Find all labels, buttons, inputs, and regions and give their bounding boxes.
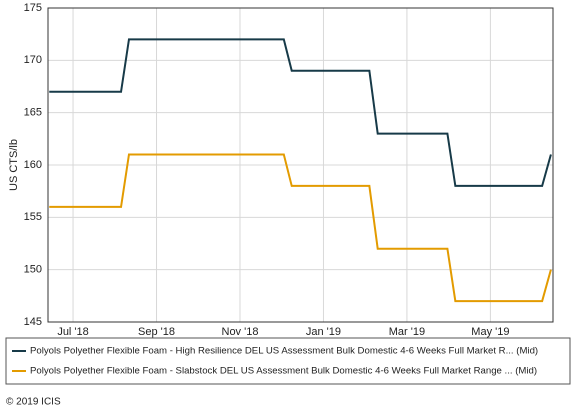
legend-box bbox=[5, 337, 571, 385]
series-line bbox=[49, 153, 552, 303]
y-tick-label: 170 bbox=[24, 54, 42, 66]
y-axis-label: US CTS/lb bbox=[8, 139, 20, 191]
y-tick-label: 175 bbox=[24, 2, 42, 14]
footer: © 2019 ICIS bbox=[6, 397, 61, 408]
y-tick-label: 155 bbox=[24, 211, 42, 223]
x-tick-label: Sep '18 bbox=[138, 326, 175, 338]
x-tick-label: Nov '18 bbox=[222, 326, 259, 338]
plot-frame bbox=[47, 7, 554, 323]
x-tick-label: May '19 bbox=[471, 326, 509, 338]
y-tick-label: 165 bbox=[24, 107, 42, 119]
x-tick-label: Mar '19 bbox=[389, 326, 425, 338]
x-tick-label: Jan '19 bbox=[306, 326, 341, 338]
series-line bbox=[49, 38, 552, 187]
legend-label: Polyols Polyether Flexible Foam - High R… bbox=[30, 346, 538, 357]
y-tick-label: 145 bbox=[24, 316, 42, 328]
y-tick-label: 160 bbox=[24, 159, 42, 171]
legend-label: Polyols Polyether Flexible Foam - Slabst… bbox=[30, 366, 537, 377]
x-tick-label: Jul '18 bbox=[57, 326, 88, 338]
y-tick-label: 150 bbox=[24, 264, 42, 276]
